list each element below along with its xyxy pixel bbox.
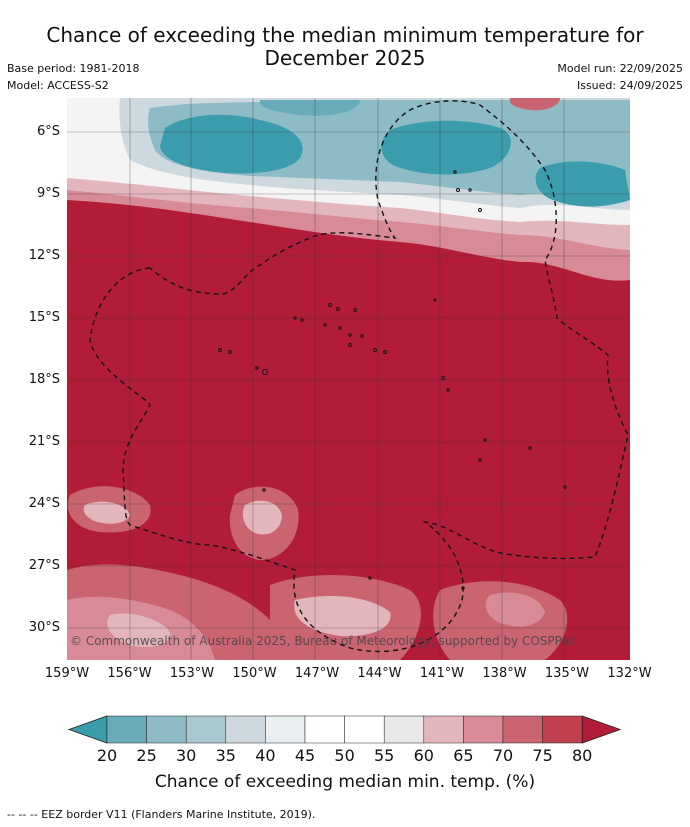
colorbar: [67, 715, 622, 744]
colorbar-tick-label: 35: [215, 746, 236, 765]
longitude-label: 147°W: [294, 666, 340, 681]
southern-patch-blob-light: [242, 500, 282, 535]
title-line-2: December 2025: [264, 46, 426, 70]
eez-legend: -- -- -- EEZ border V11 (Flanders Marine…: [7, 808, 316, 821]
colorbar-tick-label: 60: [413, 746, 434, 765]
latitude-label: 15°S: [28, 310, 60, 325]
colorbar-segment: [542, 715, 583, 744]
base-period: Base period: 1981-2018: [7, 62, 140, 75]
colorbar-segment: [304, 715, 345, 744]
southern-patch-west-light: [107, 613, 171, 647]
latitude-label: 30°S: [28, 620, 60, 635]
copyright-notice: © Commonwealth of Australia 2025, Bureau…: [70, 634, 576, 648]
colorbar-segment: [344, 715, 385, 744]
red-patch-northeast: [509, 98, 560, 111]
longitude-label: 132°W: [607, 666, 652, 681]
latitude-label: 6°S: [36, 124, 60, 139]
southern-patch-east-light: [485, 592, 545, 627]
colorbar-tick-label: 80: [572, 746, 593, 765]
teal-patch-far-east: [535, 161, 630, 207]
longitude-label: 159°W: [44, 666, 90, 681]
latitude-label: 24°S: [28, 496, 60, 511]
colorbar-tick-label: 20: [96, 746, 118, 765]
southern-patch-mid-west-light: [83, 501, 130, 524]
latitude-label: 21°S: [28, 434, 60, 449]
colorbar-title: Chance of exceeding median min. temp. (%…: [154, 772, 536, 792]
meta-left: Base period: 1981-2018 Model: ACCESS-S2: [7, 60, 139, 94]
colorbar-segment: [423, 715, 464, 744]
colorbar-tick-label: 50: [334, 746, 355, 765]
longitude-label: 156°W: [107, 666, 152, 681]
colorbar-segment: [225, 715, 266, 744]
model-name: Model: ACCESS-S2: [7, 79, 109, 92]
colorbar-segment: [463, 715, 504, 744]
colorbar-segment: [146, 715, 187, 744]
title-line-1: Chance of exceeding the median minimum t…: [46, 23, 644, 47]
colorbar-tick-label: 40: [255, 746, 276, 765]
gridlines: [67, 98, 630, 660]
model-run: Model run: 22/09/2025: [557, 62, 683, 75]
chart-title: Chance of exceeding the median minimum t…: [0, 24, 690, 70]
longitude-label: 153°W: [169, 666, 215, 681]
teal-patch-east: [381, 120, 511, 175]
colorbar-arrow-low: [67, 715, 108, 744]
colorbar-tick-label: 75: [532, 746, 553, 765]
southern-patch-center-light: [294, 596, 391, 637]
meta-right: Model run: 22/09/2025 Issued: 24/09/2025: [557, 60, 683, 94]
colorbar-segment: [106, 715, 147, 744]
colorbar-tick-label: 55: [374, 746, 395, 765]
islands: [218, 170, 567, 590]
colorbar-tick-label: 30: [176, 746, 197, 765]
issued-date: Issued: 24/09/2025: [576, 79, 683, 92]
colorbar-tick-label: 25: [136, 746, 157, 765]
colorbar-segment: [265, 715, 306, 744]
longitude-label: 141°W: [419, 666, 465, 681]
longitude-label: 138°W: [482, 666, 527, 681]
longitude-label: 135°W: [544, 666, 590, 681]
colorbar-arrow-high: [581, 715, 622, 744]
colorbar-segment: [185, 715, 227, 744]
teal-patch-north: [259, 100, 360, 116]
latitude-label: 12°S: [28, 248, 60, 263]
colorbar-tick-label: 65: [453, 746, 474, 765]
colorbar-segment: [502, 715, 543, 744]
map-area: [67, 98, 630, 660]
longitude-label: 150°W: [232, 666, 277, 681]
longitude-label: 144°W: [357, 666, 402, 681]
latitude-label: 27°S: [28, 558, 60, 573]
colorbar-segment: [383, 715, 425, 744]
colorbar-tick-label: 70: [492, 746, 514, 765]
teal-patch-west: [160, 114, 303, 174]
latitude-label: 9°S: [36, 186, 60, 201]
latitude-label: 18°S: [28, 372, 60, 387]
colorbar-tick-label: 45: [294, 746, 316, 765]
